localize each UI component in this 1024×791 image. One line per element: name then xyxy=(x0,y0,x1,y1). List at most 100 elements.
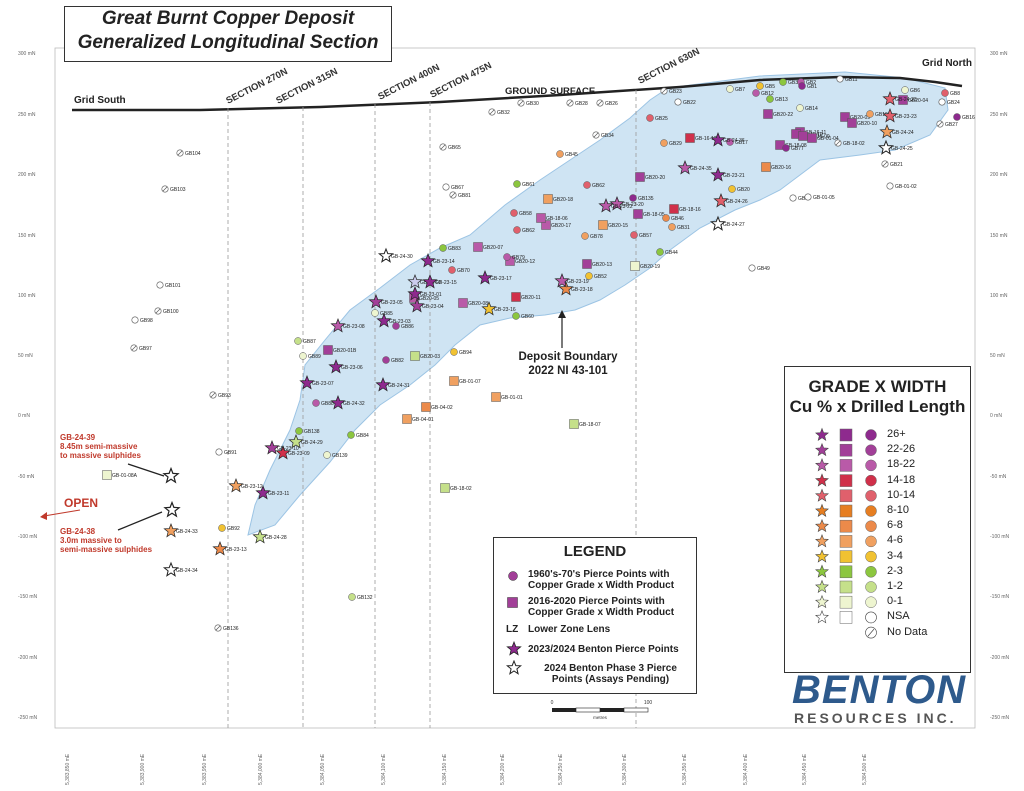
pierce-point: GB-24-34 xyxy=(162,561,198,577)
pierce-point-label: GB-18-07 xyxy=(579,422,601,428)
pierce-point-label: GB78 xyxy=(590,234,603,240)
pierce-point-label: GB-01-05 xyxy=(813,195,835,201)
pierce-2016-marker xyxy=(898,95,908,105)
pierce-point-label: GB-01-04 xyxy=(817,136,839,142)
pierce-2016-marker xyxy=(410,351,420,361)
pierce-point-label: GB-16-09 xyxy=(808,134,830,140)
historic-pierce-marker xyxy=(646,114,654,122)
pierce-point: GB-04-02 xyxy=(421,402,453,412)
pierce-point-label: GB-24-35 xyxy=(690,166,712,172)
pierce-point-label: GB97 xyxy=(139,346,152,352)
pierce-point: GB-24-36 xyxy=(710,132,745,147)
legend-title: LEGEND xyxy=(563,543,627,560)
pierce-point-label: GB67 xyxy=(451,185,464,191)
grade-class-label: 26+ xyxy=(887,428,906,440)
map-frame xyxy=(54,47,976,729)
elevation-label-left: -250 mN xyxy=(18,715,38,721)
pierce-point-label: GB14 xyxy=(805,106,818,112)
nsa-marker xyxy=(131,316,139,324)
section-label-630n: SECTION 630N xyxy=(636,46,701,87)
pierce-point: GB16 xyxy=(953,113,975,121)
pierce-point: GB-04-01 xyxy=(402,414,434,424)
pierce-point-label: GB60 xyxy=(521,314,534,320)
pierce-point: GB-18-02 xyxy=(440,483,472,493)
pierce-point-label: GB101 xyxy=(165,283,181,289)
pierce-point-label: GB20-13 xyxy=(592,262,612,268)
benton-pierce-star xyxy=(299,375,315,390)
pierce-point-label: GB100 xyxy=(163,309,179,315)
pierce-point-label: GB-24-31 xyxy=(388,383,410,389)
pierce-point-label: GB20-05 xyxy=(419,296,439,302)
elevation-label-left: -150 mN xyxy=(18,594,38,600)
pierce-point-label: GB81 xyxy=(458,193,471,199)
pierce-point-label: GB85 xyxy=(380,311,393,317)
historic-pierce-marker xyxy=(726,85,734,93)
grade-class-label: 22-26 xyxy=(887,443,916,456)
elevation-labels-left: 300 mN 250 mN 200 mN 150 mN 100 mN 50 mN 0 mN -… xyxy=(18,51,38,721)
pierce-point: GB-23-03 xyxy=(376,313,411,328)
historic-pierce-marker xyxy=(513,180,521,188)
pierce-2016-marker xyxy=(543,194,553,204)
legend-text-phase3: 2024 Benton Phase 3 Pierce Points (Assay… xyxy=(544,663,677,685)
pierce-point: GB21 xyxy=(881,160,903,168)
historic-pierce-marker xyxy=(630,231,638,239)
pierce-point-label: GB-23-11 xyxy=(268,491,290,497)
benton-pierce-star xyxy=(882,108,898,123)
easting-label: 5,384,250 mE xyxy=(558,753,564,785)
pierce-point-label: GB103 xyxy=(170,187,186,193)
legend-square-icon xyxy=(507,597,518,608)
pierce-point-label: GB-24-26 xyxy=(726,199,748,205)
scale-unit: metres xyxy=(593,715,608,720)
scale-max: 100 xyxy=(644,700,653,706)
historic-pierce-marker xyxy=(218,524,226,532)
pierce-point: GB26 xyxy=(596,99,618,107)
pierce-2016-marker xyxy=(541,220,551,230)
pierce-point-label: GB92 xyxy=(227,526,240,532)
pierce-point: GB25 xyxy=(646,114,668,122)
benton-pierce-star xyxy=(554,273,570,288)
grid-south-label: Grid South xyxy=(74,95,126,106)
pierce-point: GB20-08 xyxy=(458,298,488,308)
grade-circle-swatch xyxy=(865,490,877,502)
benton-pierce-star xyxy=(422,274,438,289)
pierce-point-label: GB91 xyxy=(224,450,237,456)
pierce-point: GB-18-16 xyxy=(669,204,701,214)
historic-pierce-marker xyxy=(756,82,764,90)
nsa-marker xyxy=(442,183,450,191)
pierce-point-label: GB20-04 xyxy=(908,98,928,104)
pierce-point-label: GB2 xyxy=(806,80,816,86)
grade-square-nsa xyxy=(839,611,853,624)
grade-star-swatch xyxy=(815,518,829,533)
pierce-point: GB97 xyxy=(130,344,152,352)
elevation-label-left: 250 mN xyxy=(18,112,36,118)
open-label: OPEN xyxy=(64,496,99,510)
historic-pierce-marker xyxy=(295,427,303,435)
pierce-point-label: GB-04-02 xyxy=(431,405,453,411)
grade-circle-swatch xyxy=(865,459,877,472)
pierce-point: GB24 xyxy=(938,98,960,106)
pierce-point-label: GB-18-05 xyxy=(643,212,665,218)
pierce-point-label: GB83 xyxy=(448,246,461,252)
grade-circle-nsa xyxy=(865,611,877,624)
historic-pierce-marker xyxy=(796,104,804,112)
pierce-point-label: GB-01-02 xyxy=(895,184,917,190)
easting-label: 5,383,850 mE xyxy=(65,753,71,785)
elevation-label-left: 300 mN xyxy=(18,51,36,57)
benton-pierce-star xyxy=(407,274,423,289)
grade-nsa-label: NSA xyxy=(887,610,910,623)
grade-class-label: 8-10 xyxy=(887,504,910,516)
historic-pierce-marker xyxy=(782,144,790,152)
pierce-point: GB100 xyxy=(154,307,179,315)
pierce-point: GB-23-20 xyxy=(609,196,644,211)
grade-square-swatch xyxy=(839,519,853,533)
grade-star-swatch xyxy=(815,442,829,457)
pierce-point: GB-23-05 xyxy=(368,294,403,309)
elevation-label-left: 150 mN xyxy=(18,233,36,239)
pierce-point-label: GB-23-06 xyxy=(341,365,363,371)
pierce-point-label: GB-24-23 xyxy=(895,97,917,103)
pierce-point: GB6 xyxy=(901,86,920,94)
pierce-point: GB28 xyxy=(566,99,588,107)
pierce-point: GB20-01B xyxy=(323,345,357,355)
pierce-point-label: GB65 xyxy=(448,145,461,151)
grade-square-swatch xyxy=(839,489,853,503)
